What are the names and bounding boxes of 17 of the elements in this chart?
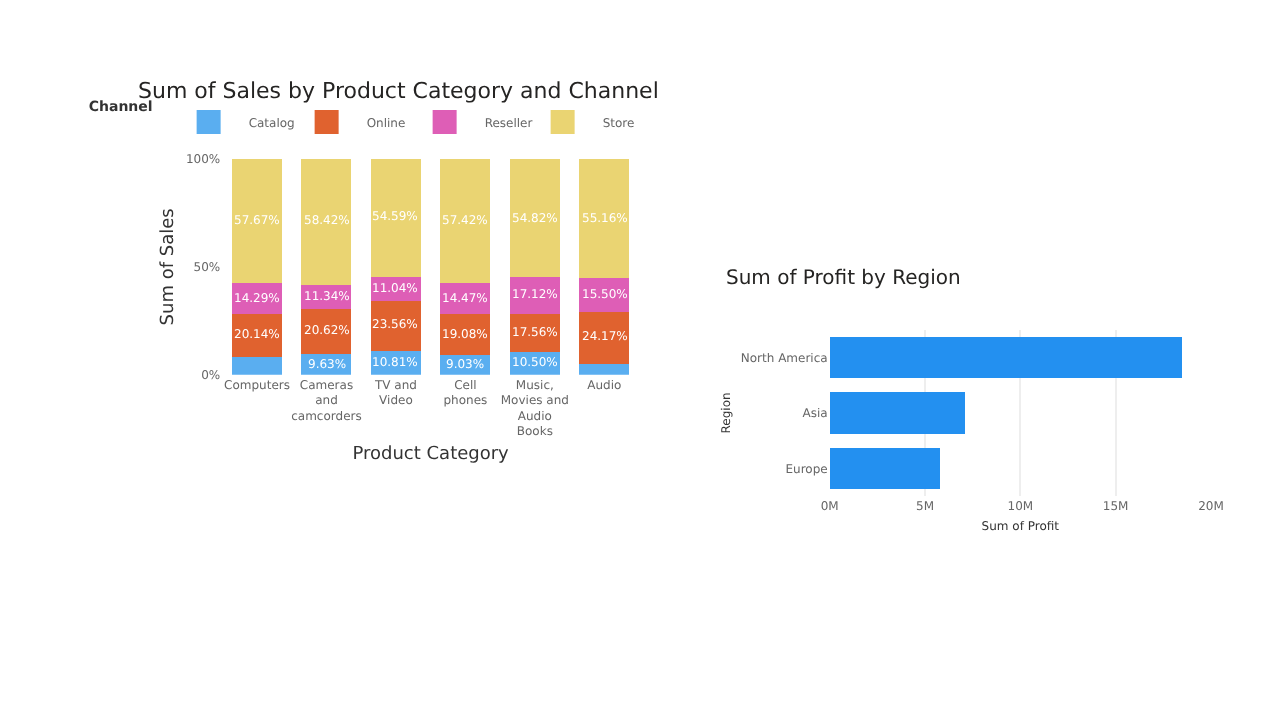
x-axis-title: Product Category [352,445,511,466]
chart-title: Sum of Profit by Region [726,268,961,290]
bar [829,392,966,434]
bar [301,158,352,285]
bar [509,158,560,278]
bar [440,158,491,283]
bar [829,336,1183,379]
bar [301,309,352,354]
bar [829,447,941,490]
bar [509,277,560,315]
bar [579,311,630,364]
bar [370,158,421,277]
bar [232,158,283,284]
bar [232,357,283,375]
y-axis-title: Sum of Sales [158,207,179,326]
bar [579,159,630,279]
bar [579,363,630,375]
